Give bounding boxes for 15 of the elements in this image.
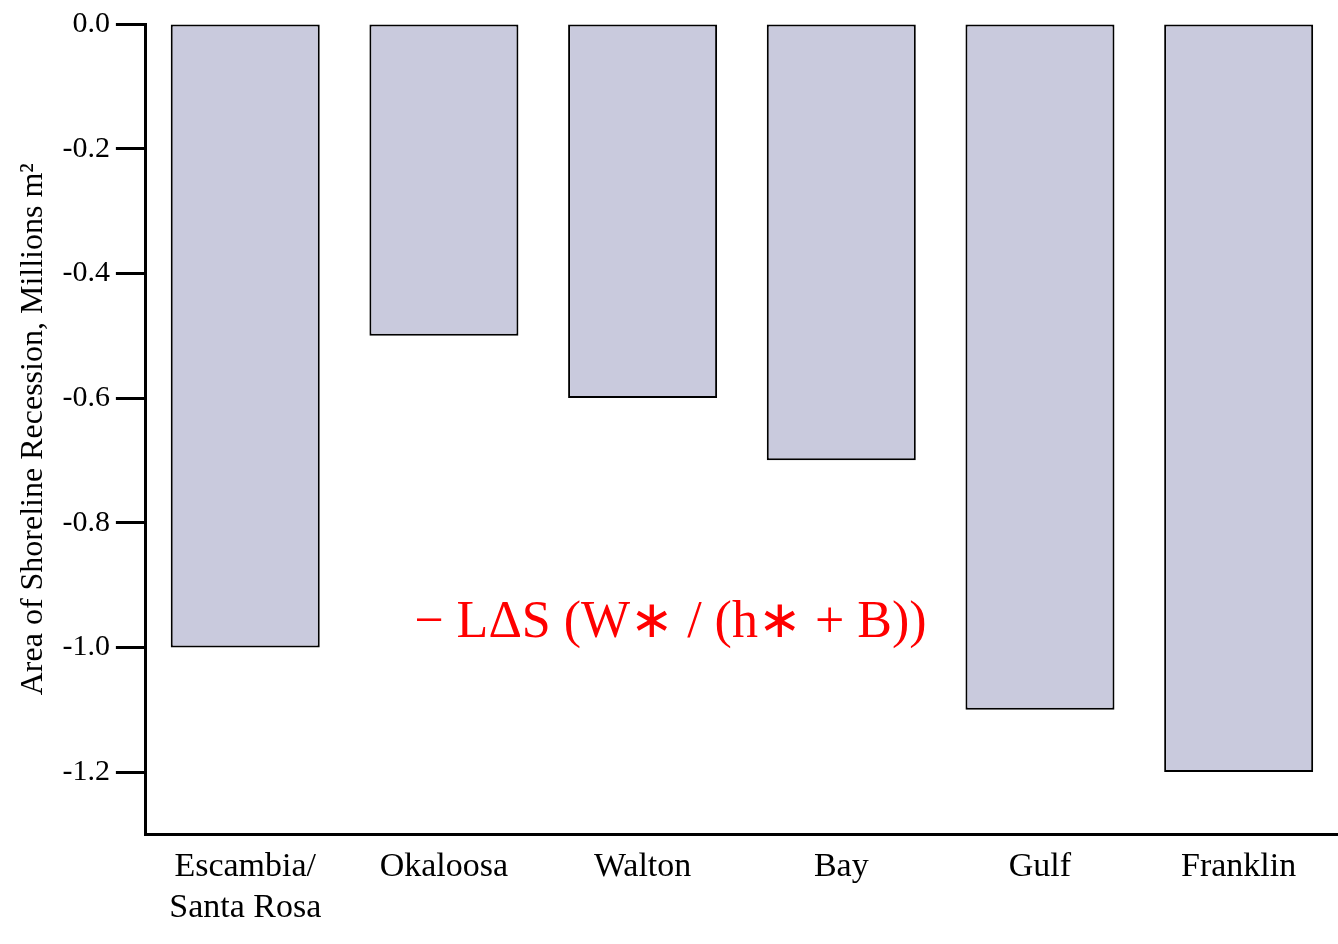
y-tick-label: -0.2 [62,129,110,163]
y-tick-label: -0.4 [62,254,110,288]
x-tick-label: Walton [593,845,692,883]
annotation: − LΔS (W∗ / (h∗ + B)) [414,591,927,650]
y-tick-label: -0.6 [62,378,110,412]
x-tick-label: Bay [813,845,869,883]
x-tick-label: Escambia/ Santa Rosa [169,845,322,924]
y-tick-label: -1.0 [62,628,110,662]
y-axis-title: Area of Shoreline Recession, Millions m² [12,163,49,696]
x-tick-label: Gulf [1008,845,1072,883]
x-tick-label: Franklin [1181,845,1297,883]
y-tick-label: -0.8 [62,503,110,537]
y-tick-label: -1.2 [62,752,110,786]
x-tick-label: Okaloosa [379,845,509,883]
y-tick-label: 0.0 [72,4,110,38]
